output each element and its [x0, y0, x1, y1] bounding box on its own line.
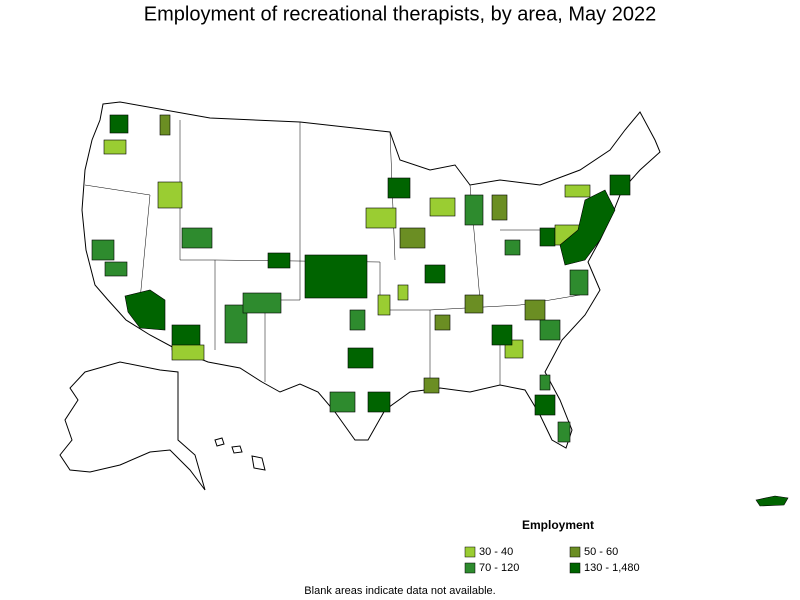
legend-title: Employment — [522, 518, 594, 532]
area — [464, 294, 484, 314]
area — [491, 324, 513, 346]
area — [534, 394, 556, 416]
area — [424, 264, 446, 284]
area — [423, 377, 440, 394]
area — [103, 139, 127, 155]
area — [539, 319, 561, 341]
area — [159, 114, 171, 136]
hawaii — [214, 437, 225, 447]
borders — [84, 184, 151, 301]
title: Employment of recreational therapists, b… — [144, 3, 656, 25]
area — [104, 261, 128, 277]
area — [267, 252, 291, 269]
area — [559, 189, 616, 266]
area — [181, 227, 213, 249]
area — [539, 374, 551, 391]
area — [157, 181, 183, 209]
area — [109, 114, 129, 134]
area — [464, 194, 484, 226]
legend-swatch — [464, 546, 476, 558]
area — [124, 289, 166, 331]
area — [365, 207, 397, 229]
area — [242, 292, 282, 314]
area — [377, 294, 391, 316]
alaska — [59, 361, 206, 491]
area — [491, 194, 508, 221]
contiguous-us — [81, 101, 661, 449]
area — [609, 174, 631, 196]
area — [367, 391, 391, 413]
hawaii — [251, 455, 266, 471]
area — [564, 184, 591, 198]
area — [539, 227, 556, 247]
area — [429, 197, 456, 217]
hawaii — [231, 445, 243, 454]
area — [397, 284, 409, 301]
area — [224, 304, 248, 344]
puerto-rico — [755, 495, 789, 507]
legend-swatch — [569, 562, 581, 574]
area — [91, 239, 115, 261]
map — [59, 101, 789, 507]
legend-swatch — [569, 546, 581, 558]
area — [557, 421, 571, 443]
legend-label: 70 - 120 — [479, 562, 519, 574]
area — [171, 344, 205, 361]
note: Blank areas indicate data not available. — [304, 585, 495, 597]
area — [524, 299, 546, 321]
area — [434, 314, 451, 331]
area — [304, 254, 368, 299]
legend-label: 130 - 1,480 — [584, 562, 640, 574]
area — [329, 391, 356, 413]
area — [347, 347, 374, 369]
area — [504, 239, 521, 256]
area — [349, 309, 366, 331]
legend: 30 - 40 50 - 60 70 - 120 130 - 1,480 — [464, 546, 640, 574]
borders — [429, 294, 581, 311]
area — [387, 177, 411, 199]
borders — [264, 122, 301, 382]
areas — [91, 114, 631, 443]
area — [569, 269, 589, 296]
legend-label: 50 - 60 — [584, 546, 618, 558]
legend-swatch — [464, 562, 476, 574]
area — [399, 227, 426, 249]
legend-label: 30 - 40 — [479, 546, 513, 558]
